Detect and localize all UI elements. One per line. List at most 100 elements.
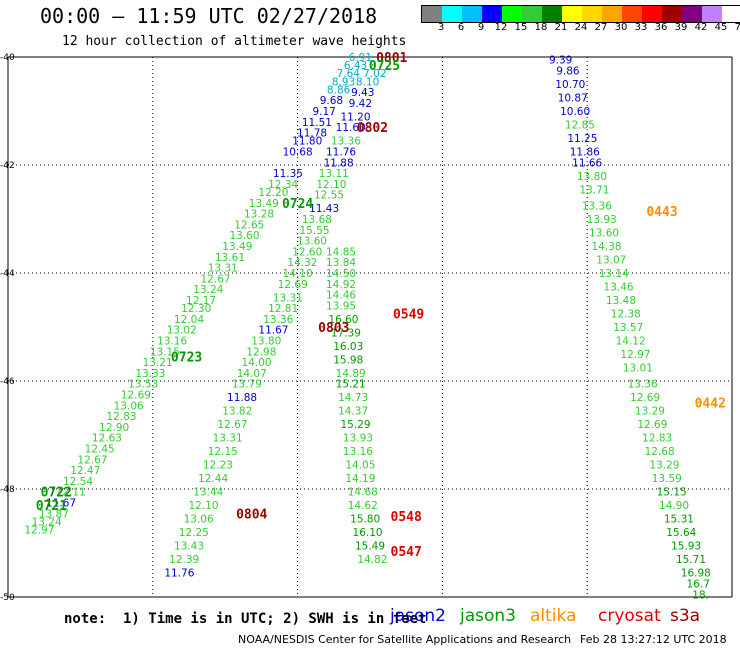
wave-height-value: 13.48	[606, 295, 636, 307]
color-scale	[421, 5, 740, 23]
pass-time-label: 0803	[318, 321, 349, 336]
wave-height-value: 13.59	[652, 473, 682, 485]
wave-height-value: 13.49	[249, 198, 279, 210]
scale-swatch	[562, 6, 582, 22]
wave-height-value: 11.43	[309, 203, 339, 215]
pass-time-label: 0721	[36, 499, 67, 514]
scale-swatch	[422, 6, 442, 22]
wave-height-value: 12.85	[565, 120, 595, 132]
wave-height-value: 13.15	[150, 346, 180, 358]
wave-height-value: 11.88	[324, 157, 354, 169]
wave-height-value: 12.69	[278, 279, 308, 291]
wave-height-value: 9.17	[312, 106, 335, 118]
legend-jason3: jason3	[460, 606, 516, 626]
wave-height-value: 6.43	[344, 60, 367, 72]
wave-height-value: 12.65	[234, 219, 264, 231]
credit-time: Feb 28 13:27:12 UTC 2018	[580, 633, 727, 646]
wave-height-value: 14.50	[326, 268, 356, 280]
wave-height-value: 13.68	[302, 214, 332, 226]
wave-height-value: 11.60	[336, 122, 366, 134]
wave-height-value: 13.16	[157, 336, 187, 348]
wave-height-value: 11.76	[326, 147, 356, 159]
scale-swatch	[642, 6, 662, 22]
wave-height-value: 15.93	[671, 541, 701, 553]
wave-height-value: 14.38	[591, 241, 621, 253]
wave-height-value: 13.31	[213, 433, 243, 445]
wave-height-value: 14.12	[616, 336, 646, 348]
wave-height-value: 13.80	[251, 336, 281, 348]
wave-height-value: 12.44	[198, 473, 228, 485]
y-tick-label: -44	[0, 269, 15, 279]
wave-height-value: 13.29	[635, 406, 665, 418]
wave-height-value: 13.93	[587, 214, 617, 226]
wave-height-value: 13.24	[32, 516, 62, 528]
legend-jason2: jason2	[390, 606, 446, 626]
wave-height-value: 13.82	[222, 406, 252, 418]
wave-height-value: 12.67	[217, 419, 247, 431]
wave-height-value: 10.60	[560, 106, 590, 118]
wave-height-value: 13.84	[326, 257, 356, 269]
wave-height-value: 9.42	[349, 98, 372, 110]
wave-height-value: 13.29	[649, 460, 679, 472]
wave-height-value: 13.79	[232, 379, 262, 391]
scale-tick-label: 70	[734, 22, 740, 33]
page-title: 00:00 – 11:59 UTC 02/27/2018	[40, 4, 378, 28]
wave-height-value: 12.97	[24, 525, 54, 537]
wave-height-value: 14.68	[348, 487, 378, 499]
wave-height-value: 13.33	[135, 368, 165, 380]
wave-height-value: 13.11	[319, 168, 349, 180]
wave-height-value: 12.38	[611, 309, 641, 321]
wave-height-value: 14.73	[338, 392, 368, 404]
pass-time-label: 0724	[282, 197, 313, 212]
scale-tick-label: 45	[714, 22, 728, 33]
wave-height-value: 13.16	[343, 446, 373, 458]
wave-height-value: 11.76	[164, 568, 194, 580]
wave-height-value: 13.60	[589, 228, 619, 240]
scale-tick-label: 18	[534, 22, 548, 33]
wave-height-value: 12.10	[316, 179, 346, 191]
scale-swatch	[582, 6, 602, 22]
wave-height-value: 11.66	[572, 157, 602, 169]
wave-height-value: 12.11	[56, 487, 86, 499]
wave-height-value: 9.39	[549, 55, 572, 67]
wave-height-value: 11.35	[273, 168, 303, 180]
wave-height-value: 13.31	[273, 292, 303, 304]
scale-tick-label: 9	[477, 22, 485, 33]
pass-time-label: 0802	[357, 121, 388, 136]
wave-height-value: 15.71	[676, 554, 706, 566]
pass-time-label: 0548	[391, 510, 422, 525]
wave-height-value: 14.89	[336, 368, 366, 380]
wave-height-value: 12.81	[268, 303, 298, 315]
wave-height-points: 6.916.437.648.938.869.689.1711.5111.7811…	[24, 52, 710, 600]
wave-height-value: 14.85	[326, 246, 356, 258]
wave-height-value: 12.15	[208, 446, 238, 458]
legend-altika: altika	[530, 606, 577, 626]
wave-height-value: 15.15	[657, 487, 687, 499]
wave-height-value: 13.43	[174, 541, 204, 553]
scale-tick-label: 21	[554, 22, 568, 33]
pass-time-label: 0725	[369, 59, 400, 74]
wave-height-value: 12.83	[642, 433, 672, 445]
wave-height-value: 15.98	[333, 354, 363, 366]
wave-height-value: 15.64	[666, 527, 696, 539]
wave-height-value: 12.04	[174, 314, 204, 326]
scale-swatch	[542, 6, 562, 22]
wave-height-value: 13.06	[184, 514, 214, 526]
wave-height-value: 12.45	[85, 444, 115, 456]
track-0801-0804: 7.028.109.439.4211.2011.6013.3611.7611.8…	[164, 68, 386, 580]
wave-height-value: 13.53	[128, 379, 158, 391]
wave-height-value: 13.07	[596, 255, 626, 267]
wave-height-value: 9.86	[556, 66, 580, 78]
wave-height-value: 15.55	[299, 225, 329, 237]
wave-height-value: 12.54	[63, 476, 93, 488]
wave-height-value: 12.17	[186, 295, 216, 307]
wave-height-value: 13.57	[613, 322, 643, 334]
wave-height-value: 12.69	[630, 392, 660, 404]
wave-height-value: 12.97	[620, 349, 650, 361]
wave-height-value: 12.98	[246, 346, 276, 358]
legend-cryosat: cryosat	[598, 606, 661, 626]
